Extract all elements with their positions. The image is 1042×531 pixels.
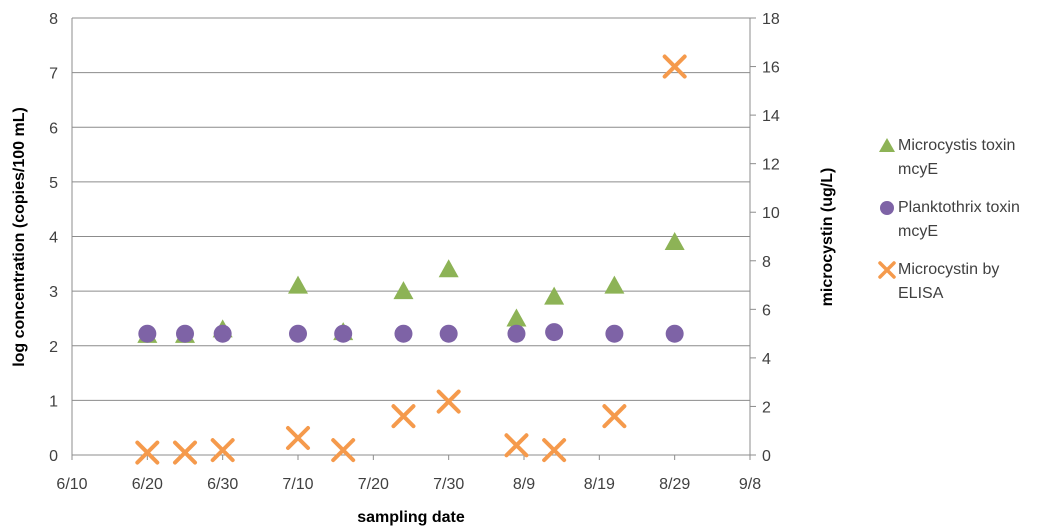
elisa-point (504, 433, 529, 458)
planktothrix-point (394, 324, 413, 343)
microcystis-point (604, 275, 625, 294)
microcystis-point (438, 259, 459, 278)
elisa-point (331, 438, 356, 463)
y-tick-label: 8 (49, 11, 58, 28)
legend-label: Microcystin by ELISA (898, 261, 1000, 302)
x-tick-label: 6/20 (132, 476, 163, 493)
data-points (135, 54, 687, 465)
elisa-point (542, 438, 567, 463)
left-axis-ticks: 0 1 2 3 4 5 6 7 8 (49, 11, 58, 465)
gridlines (72, 17, 750, 401)
y2-tick-label: 18 (762, 11, 780, 28)
microcystis-point (506, 308, 527, 327)
planktothrix-point (605, 324, 624, 343)
legend-label: Microcystis toxin mcyE (898, 137, 1016, 178)
x-tick-label: 8/9 (513, 476, 535, 493)
elisa-point (662, 54, 687, 79)
y-tick-label: 0 (49, 448, 58, 465)
x-axis-title: sampling date (357, 509, 465, 526)
y2-axis-title: microcystin (ug/L) (819, 168, 836, 307)
y2-tick-label: 16 (762, 60, 780, 77)
y2-tick-label: 4 (762, 351, 771, 368)
y-tick-label: 2 (49, 339, 58, 356)
legend-item-elisa: Microcystin by ELISA (876, 258, 1042, 306)
microcystis-point (664, 231, 685, 250)
y-tick-label: 3 (49, 284, 58, 301)
x-tick-label: 6/10 (56, 476, 87, 493)
planktothrix-point (334, 324, 353, 343)
planktothrix-point (138, 324, 157, 343)
planktothrix-point (507, 324, 526, 343)
triangle-marker-icon (879, 138, 895, 152)
x-tick-label: 7/10 (282, 476, 313, 493)
x-marker-icon (878, 261, 896, 279)
y-tick-label: 7 (49, 66, 58, 83)
elisa-point (286, 426, 310, 451)
planktothrix-point (176, 324, 194, 343)
microcystis-point (288, 275, 308, 294)
elisa-point (135, 440, 160, 465)
legend-item-microcystis: Microcystis toxin mcyE (876, 134, 1042, 182)
y2-tick-label: 6 (762, 302, 771, 319)
y2-tick-label: 2 (762, 399, 771, 416)
y-tick-label: 4 (49, 230, 58, 247)
planktothrix-point (545, 323, 564, 342)
x-axis-ticks: 6/10 6/20 6/30 7/10 7/20 7/30 8/9 8/19 8/29 9/8 (56, 455, 761, 493)
elisa-point (436, 389, 461, 414)
y-tick-label: 5 (49, 175, 58, 192)
elisa-point (173, 440, 197, 465)
microcystis-point (544, 286, 565, 305)
x-tick-label: 8/29 (659, 476, 690, 493)
circle-marker-icon (880, 201, 894, 215)
y-tick-label: 1 (49, 393, 58, 410)
legend: Microcystis toxin mcyE Planktothrix toxi… (876, 134, 1042, 320)
x-tick-label: 9/8 (739, 476, 761, 493)
x-tick-label: 7/20 (358, 476, 389, 493)
x-tick-label: 6/30 (207, 476, 238, 493)
planktothrix-point (213, 324, 232, 343)
legend-label: Planktothrix toxin mcyE (898, 199, 1020, 240)
planktothrix-point (289, 324, 307, 343)
y2-tick-label: 10 (762, 205, 780, 222)
elisa-point (391, 404, 416, 429)
y2-tick-label: 14 (762, 108, 780, 125)
x-tick-label: 8/19 (584, 476, 615, 493)
y-axis-title: log concentration (copies/100 mL) (11, 107, 28, 367)
y2-tick-label: 8 (762, 254, 771, 271)
planktothrix-point (665, 324, 684, 343)
legend-item-planktothrix: Planktothrix toxin mcyE (876, 196, 1042, 244)
y2-tick-label: 12 (762, 157, 780, 174)
planktothrix-point (439, 324, 458, 343)
elisa-point (210, 438, 235, 463)
elisa-point (602, 404, 627, 429)
y-tick-label: 6 (49, 120, 58, 137)
y2-tick-label: 0 (762, 448, 771, 465)
right-axis-ticks: 0 2 4 6 8 10 12 14 16 18 (750, 11, 780, 465)
x-tick-label: 7/30 (433, 476, 464, 493)
microcystis-point (393, 281, 414, 300)
